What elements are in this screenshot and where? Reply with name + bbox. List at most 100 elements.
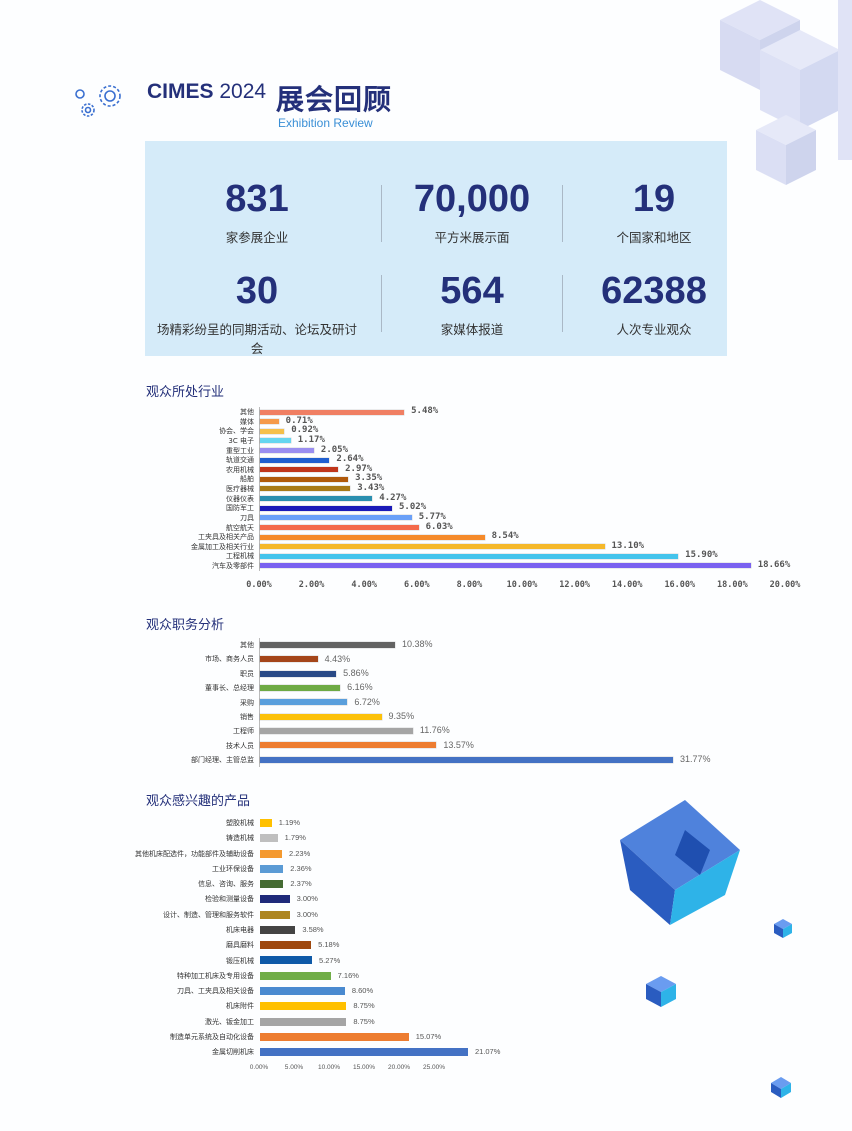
data-label: 5.48% [411, 406, 439, 417]
category-label: 金属切削机床 [212, 1048, 254, 1057]
stat-label: 个国家和地区 [616, 230, 692, 245]
category-label: 磨具磨料 [226, 941, 254, 950]
category-label: 其他 [240, 641, 254, 650]
x-tick-label: 16.00% [664, 580, 696, 590]
bar [260, 713, 382, 720]
category-label: 机床电器 [226, 925, 254, 934]
bar [260, 409, 405, 415]
bar [260, 685, 341, 692]
x-tick-label: 0.00% [246, 580, 272, 590]
chart-title-position: 观众职务分析 [146, 618, 225, 633]
page-subtitle: Exhibition Review [278, 116, 373, 130]
category-label: 其他机床配选件，功能部件及辅助设备 [135, 849, 254, 858]
decorative-blue-cube [620, 800, 740, 925]
stat-label: 人次专业观众 [616, 322, 692, 337]
stat-value: 62388 [601, 270, 707, 312]
x-tick-label: 15.00% [352, 1064, 376, 1071]
data-label: 4.27% [379, 492, 407, 503]
data-label: 1.19% [278, 818, 301, 828]
category-label: 金属加工及相关行业 [191, 542, 254, 551]
data-label: 0.71% [285, 415, 313, 426]
category-label: 仪器仪表 [226, 494, 254, 503]
data-label: 15.07% [415, 1031, 442, 1041]
category-label: 航空航天 [226, 523, 254, 532]
bar [260, 1017, 347, 1026]
data-label: 2.36% [290, 863, 312, 873]
data-label: 6.03% [425, 521, 453, 532]
bar [260, 553, 679, 559]
data-label: 3.43% [357, 483, 385, 494]
brand-year: 2024 [219, 80, 267, 103]
data-label: 8.54% [491, 531, 519, 542]
x-tick-label: 20.00% [769, 580, 801, 590]
category-label: 职员 [240, 669, 254, 678]
data-label: 31.77% [680, 753, 711, 764]
chart-title-products: 观众感兴趣的产品 [146, 794, 251, 809]
stats-panel: 831 家参展企业 70,000 平方米展示面 19 个国家和地区 30 场精彩纷呈的同… [145, 141, 727, 356]
stat-events: 30 场精彩纷呈的同期活动、论坛及研讨会 [157, 271, 357, 357]
bar [260, 941, 312, 950]
bar [260, 728, 413, 735]
bar [260, 563, 751, 569]
x-tick-label: 14.00% [611, 580, 643, 590]
bar [260, 457, 330, 463]
x-tick-label: 10.00% [317, 1064, 341, 1071]
data-label: 13.10% [611, 540, 645, 551]
data-label: 0.92% [291, 425, 319, 436]
stat-countries: 19 个国家和地区 [554, 179, 754, 246]
bar [260, 656, 318, 663]
decorative-small-cube [774, 919, 792, 938]
bar [260, 910, 290, 919]
data-label: 8.75% [353, 1016, 375, 1026]
x-tick-label: 2.00% [298, 580, 325, 590]
data-label: 1.79% [284, 833, 306, 843]
category-label: 信息、咨询、服务 [198, 880, 254, 889]
category-label: 刀具、工夹具及相关设备 [177, 987, 254, 996]
page-title: 展会回顾 [276, 83, 393, 116]
x-tick-label: 0.00% [249, 1064, 269, 1071]
data-label: 3.35% [355, 473, 383, 484]
category-label: 铸造机械 [226, 834, 254, 843]
data-label: 3.00% [296, 894, 318, 904]
stat-area: 70,000 平方米展示面 [372, 179, 572, 246]
bar [260, 486, 351, 492]
brand-name: CIMES 2024 [147, 80, 266, 104]
decorative-small-cube [771, 1077, 791, 1098]
x-tick-label: 10.00% [506, 580, 538, 590]
category-label: 船舶 [240, 475, 254, 484]
data-label: 5.02% [399, 502, 427, 513]
bar [260, 505, 393, 511]
category-label: 检验和测量设备 [205, 895, 254, 904]
stat-label: 家媒体报道 [440, 322, 504, 337]
category-label: 董事长、总经理 [205, 684, 254, 693]
stat-value: 831 [225, 178, 289, 220]
x-tick-label: 6.00% [404, 580, 430, 590]
category-label: 其他 [240, 408, 254, 417]
data-label: 5.27% [319, 955, 341, 965]
data-label: 8.75% [353, 1001, 375, 1011]
category-label: 技术人员 [226, 741, 254, 750]
chart-title-industry: 观众所处行业 [146, 385, 225, 400]
stat-visitors: 62388 人次专业观众 [554, 271, 754, 338]
divider [562, 185, 563, 242]
data-label: 8.60% [351, 986, 374, 996]
bar [260, 670, 337, 677]
data-label: 7.16% [337, 970, 359, 980]
category-label: 工程师 [233, 727, 254, 736]
category-label: 工业环保设备 [212, 864, 254, 873]
bar [260, 849, 282, 858]
bar [260, 524, 419, 530]
category-label: 销售 [240, 712, 254, 721]
bar [260, 438, 291, 444]
x-tick-label: 25.00% [422, 1064, 446, 1071]
data-label: 2.23% [289, 848, 311, 858]
data-label: 6.16% [347, 682, 373, 693]
category-label: 工夹具及相关产品 [198, 533, 254, 542]
bar [260, 742, 437, 749]
data-label: 15.90% [685, 550, 718, 561]
data-label: 5.18% [318, 940, 340, 950]
category-label: 3C 电子 [228, 436, 254, 445]
stat-media: 564 家媒体报道 [372, 271, 572, 338]
divider [381, 275, 382, 332]
category-label: 刀具 [240, 513, 254, 522]
